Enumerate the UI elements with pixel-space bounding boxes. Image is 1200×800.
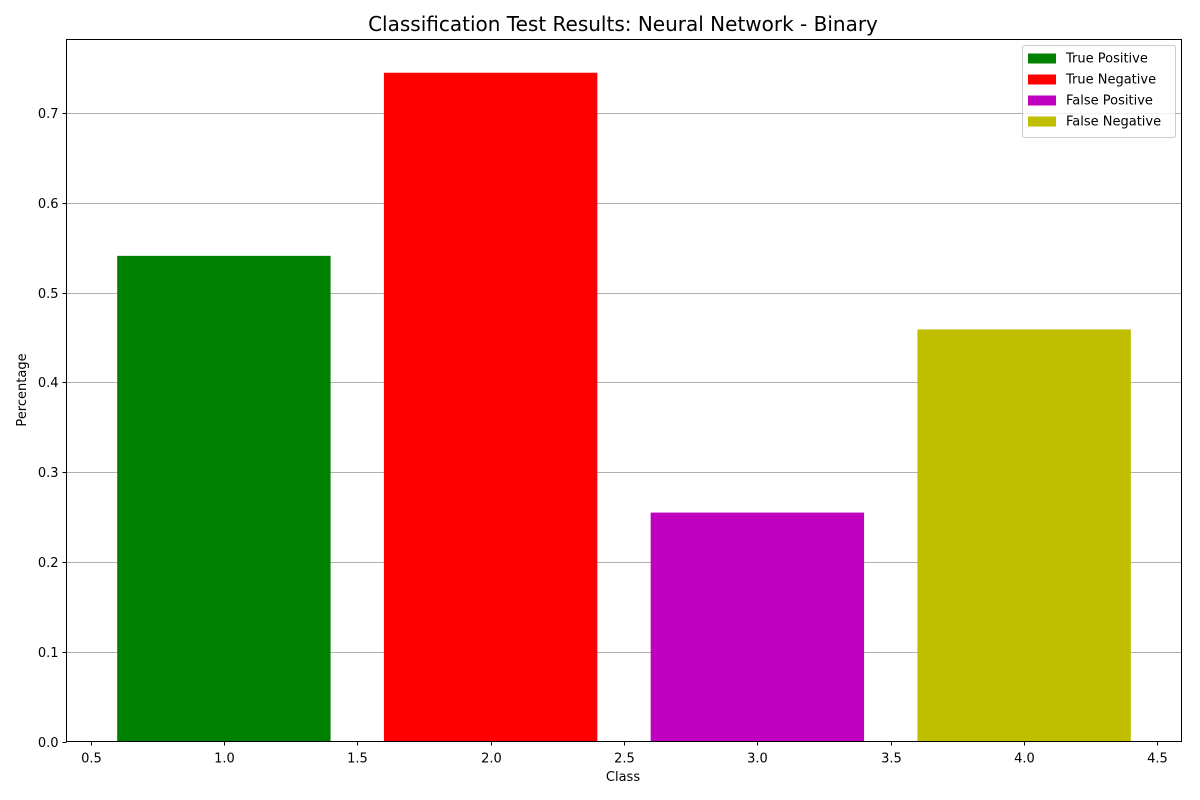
- legend-label: False Negative: [1066, 115, 1161, 130]
- x-tick-label: 1.5: [347, 752, 368, 767]
- legend-label: False Positive: [1066, 94, 1153, 109]
- y-tick-label: 0.2: [38, 556, 59, 571]
- bar-true-negative: [383, 72, 598, 742]
- legend-swatch: [1028, 116, 1056, 127]
- y-tick-label: 0.4: [38, 376, 59, 391]
- y-tick-label: 0.1: [38, 646, 59, 661]
- bar-false-negative: [917, 329, 1131, 742]
- legend-label: True Negative: [1065, 73, 1156, 88]
- y-tick-label: 0.5: [38, 287, 59, 302]
- legend-swatch: [1028, 53, 1056, 64]
- y-tick-label: 0.7: [38, 107, 59, 122]
- x-tick-label: 4.5: [1147, 752, 1168, 767]
- legend-swatch: [1028, 74, 1056, 85]
- x-tick-label: 2.0: [481, 752, 502, 767]
- y-axis-label: Percentage: [15, 353, 30, 426]
- x-axis-label: Class: [606, 770, 640, 785]
- x-tick-label: 2.5: [614, 752, 635, 767]
- x-tick-label: 4.0: [1014, 752, 1035, 767]
- legend-label: True Positive: [1065, 52, 1148, 67]
- x-tick-label: 3.5: [881, 752, 902, 767]
- legend: True Positive True Negative False Positive…: [1022, 45, 1176, 138]
- x-tick-label: 0.5: [81, 752, 102, 767]
- x-tick-label: 1.0: [214, 752, 235, 767]
- x-tick-label: 3.0: [747, 752, 768, 767]
- x-axis: 0.5 1.0 1.5 2.0 2.5 3.0 3.5 4.0 4.5: [81, 741, 1168, 767]
- bar-true-positive: [117, 255, 331, 742]
- y-axis: 0.0 0.1 0.2 0.3 0.4 0.5 0.6 0.7: [38, 107, 67, 751]
- y-tick-label: 0.6: [38, 197, 59, 212]
- legend-frame: [1022, 45, 1176, 138]
- bars: [117, 72, 1131, 742]
- y-tick-label: 0.0: [38, 736, 59, 751]
- chart-title: Classification Test Results: Neural Netw…: [368, 12, 878, 36]
- legend-swatch: [1028, 95, 1056, 106]
- y-tick-label: 0.3: [38, 466, 59, 481]
- bar-false-positive: [650, 512, 865, 742]
